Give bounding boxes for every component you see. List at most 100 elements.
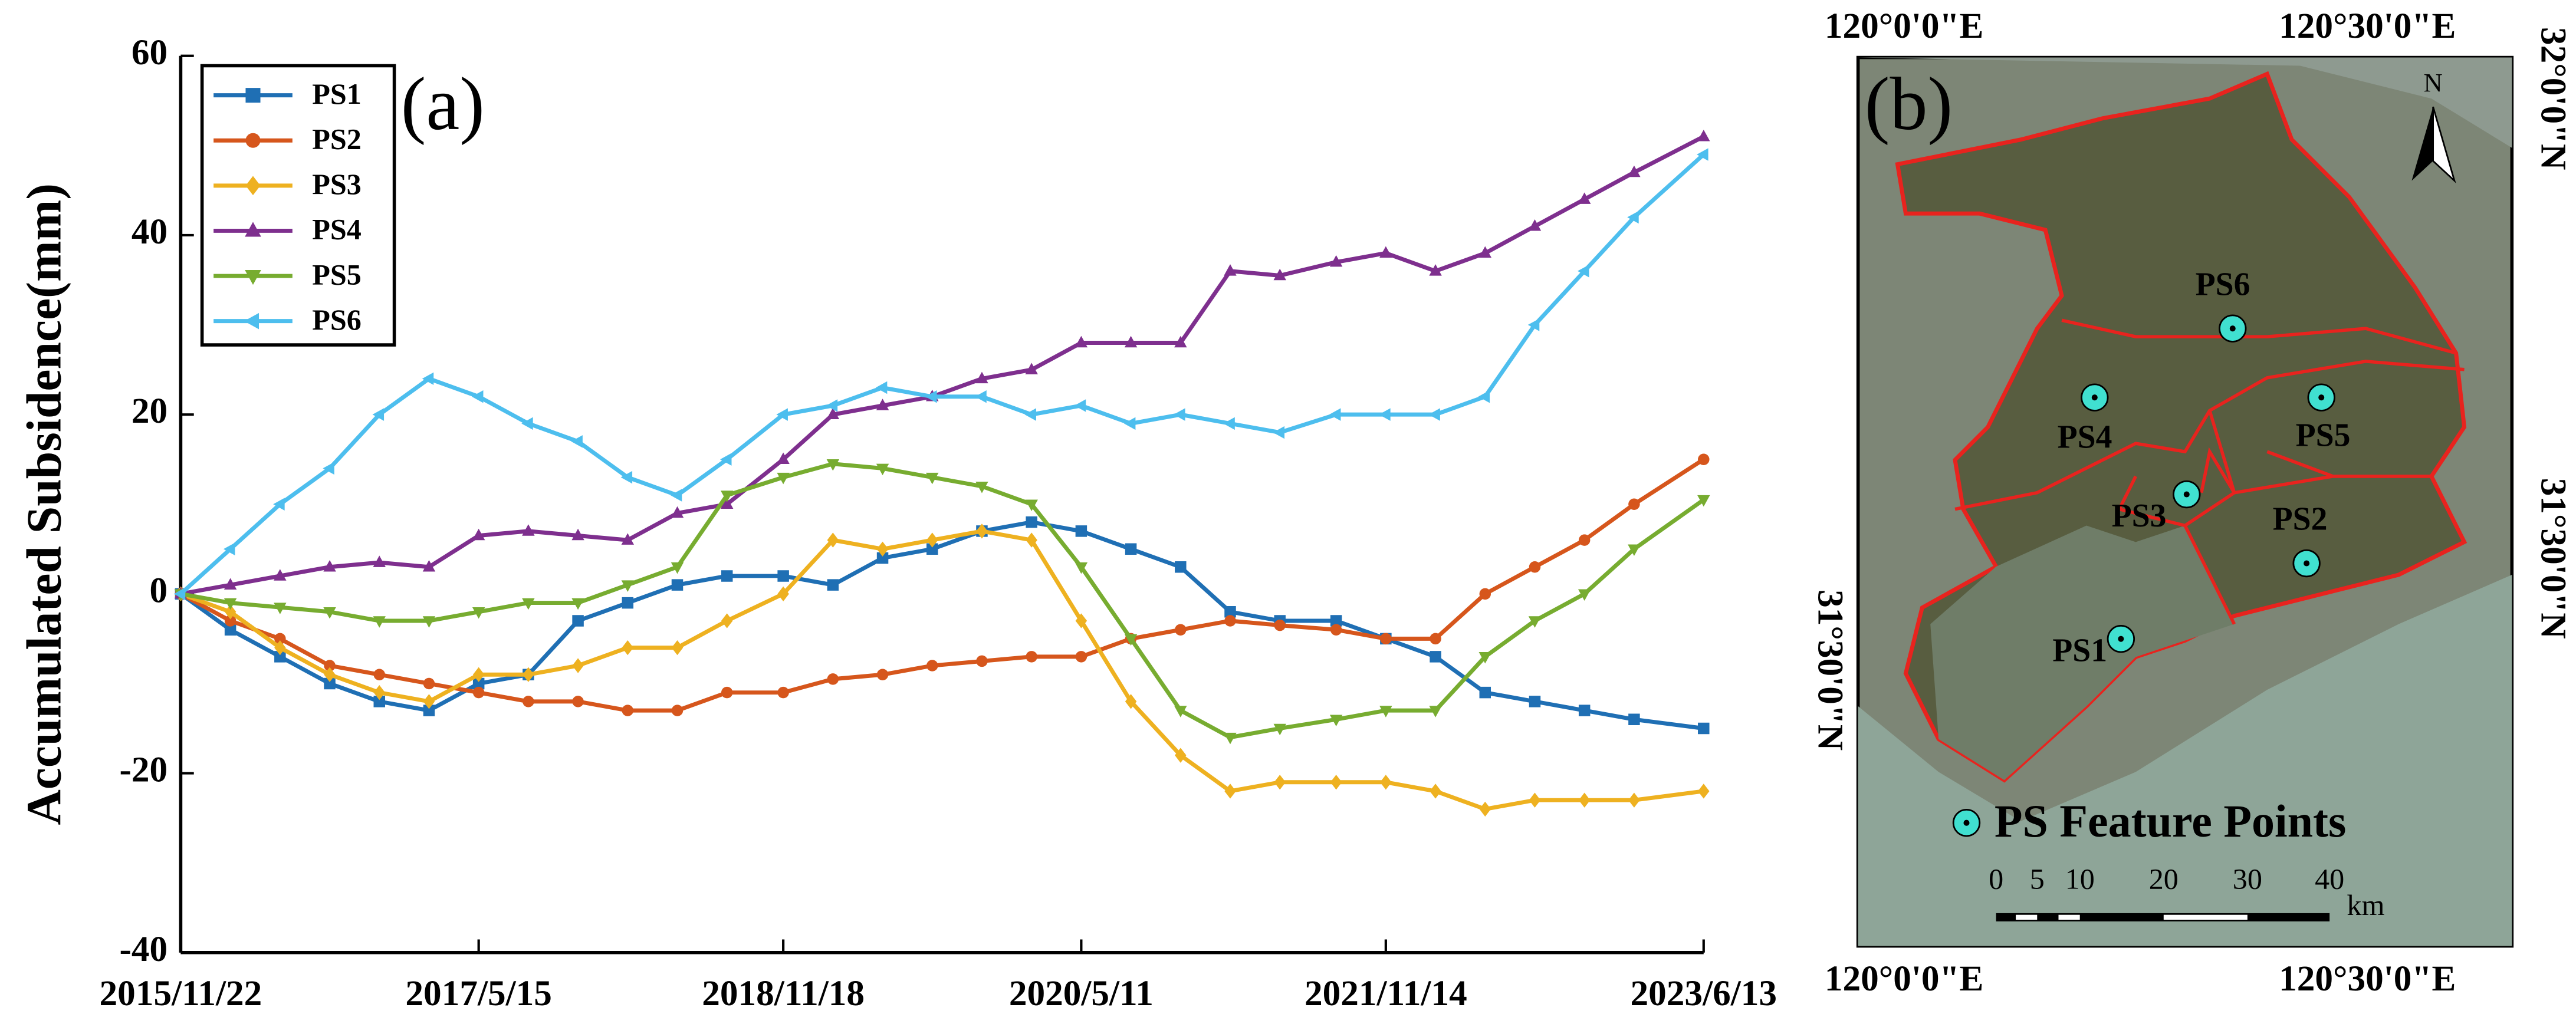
- scale-label: 20: [2149, 862, 2179, 895]
- data-point: [1330, 615, 1342, 627]
- y-tick-label: -40: [119, 929, 167, 969]
- x-tick-label: 2015/11/22: [100, 973, 262, 1013]
- data-point: [1273, 723, 1286, 736]
- data-point: [1175, 561, 1187, 573]
- data-point: [1124, 335, 1138, 348]
- data-point: [1329, 715, 1343, 727]
- data-point: [372, 408, 385, 421]
- data-point: [1430, 651, 1441, 663]
- data-point: [1125, 543, 1137, 555]
- data-point: [876, 552, 889, 564]
- data-point: [621, 580, 635, 592]
- data-point: [620, 470, 633, 484]
- data-point: [1628, 498, 1640, 511]
- data-point: [670, 489, 682, 502]
- data-point: [1224, 732, 1237, 745]
- data-point: [1628, 544, 1641, 557]
- data-point: [571, 528, 584, 541]
- data-point: [1175, 624, 1187, 636]
- data-point: [1273, 268, 1286, 281]
- data-point: [472, 686, 485, 699]
- panel-label: (a): [401, 62, 485, 146]
- scale-bar: [1996, 913, 2330, 921]
- data-point: [1174, 706, 1187, 717]
- data-point: [1175, 748, 1187, 763]
- data-point: [523, 696, 534, 707]
- scale-bar-segment: [2016, 914, 2038, 920]
- data-point: [1330, 775, 1342, 790]
- data-point: [224, 624, 236, 636]
- data-point: [1026, 532, 1037, 548]
- data-point: [975, 390, 987, 403]
- data-point: [926, 472, 939, 485]
- x-tick-label: 2023/6/13: [1631, 973, 1777, 1013]
- data-point: [472, 667, 485, 682]
- data-point: [1174, 335, 1187, 348]
- data-point: [1697, 148, 1708, 161]
- panel-label: (b): [1865, 62, 1953, 146]
- ps-dot: [2304, 560, 2310, 567]
- legend-label: PS3: [312, 167, 362, 200]
- legend-marker: [245, 222, 261, 237]
- ps-dot: [2183, 491, 2190, 498]
- data-point: [1529, 792, 1541, 808]
- data-point: [826, 407, 840, 419]
- series-line: [179, 153, 1706, 595]
- data-point: [1274, 619, 1286, 631]
- data-point: [975, 371, 988, 384]
- data-point: [1577, 265, 1589, 278]
- data-point: [721, 570, 733, 582]
- data-point: [523, 667, 534, 682]
- data-point: [1075, 562, 1088, 574]
- data-point: [1578, 589, 1591, 601]
- data-point: [622, 705, 634, 716]
- data-point: [1025, 499, 1038, 511]
- data-point: [1430, 633, 1441, 645]
- data-point: [776, 408, 788, 421]
- legend-dot: [1963, 819, 1970, 826]
- data-point: [323, 462, 334, 475]
- data-point: [1578, 792, 1591, 808]
- ps-label: PS3: [2112, 498, 2167, 534]
- data-point: [323, 560, 336, 572]
- data-point: [720, 453, 732, 466]
- data-point: [827, 532, 839, 548]
- scale-label: 5: [2030, 862, 2045, 895]
- data-point: [1698, 453, 1710, 465]
- data-point: [1224, 784, 1236, 799]
- data-point: [373, 555, 386, 567]
- data-point: [777, 472, 790, 485]
- y-axis-label: Accumulated Subsidence(mm): [18, 183, 72, 825]
- data-point: [1123, 417, 1136, 430]
- ps-label: PS2: [2273, 501, 2328, 538]
- data-point: [1174, 408, 1185, 421]
- data-point: [324, 677, 336, 690]
- data-point: [671, 579, 684, 591]
- data-point: [273, 498, 285, 511]
- data-point: [1478, 390, 1490, 403]
- data-point: [1075, 525, 1087, 537]
- data-point: [423, 677, 435, 690]
- data-point: [572, 615, 584, 627]
- data-point: [1528, 219, 1542, 231]
- data-point: [827, 579, 839, 591]
- data-point: [622, 597, 634, 609]
- data-point: [1125, 694, 1137, 709]
- data-point: [274, 569, 287, 581]
- scale-label: 10: [2065, 862, 2095, 895]
- data-point: [522, 524, 535, 536]
- data-point: [422, 616, 436, 628]
- data-point: [926, 543, 938, 555]
- ps-label: PS1: [2052, 633, 2107, 669]
- data-point: [1528, 616, 1542, 628]
- data-point: [1075, 613, 1087, 628]
- lat-label: 31°30'0"N: [1811, 590, 1851, 750]
- data-point: [827, 673, 839, 685]
- data-point: [274, 633, 286, 645]
- data-point: [777, 586, 789, 602]
- data-point: [1224, 264, 1237, 276]
- data-point: [1330, 624, 1342, 636]
- district-boundary: [1954, 318, 2465, 625]
- data-point: [671, 506, 684, 518]
